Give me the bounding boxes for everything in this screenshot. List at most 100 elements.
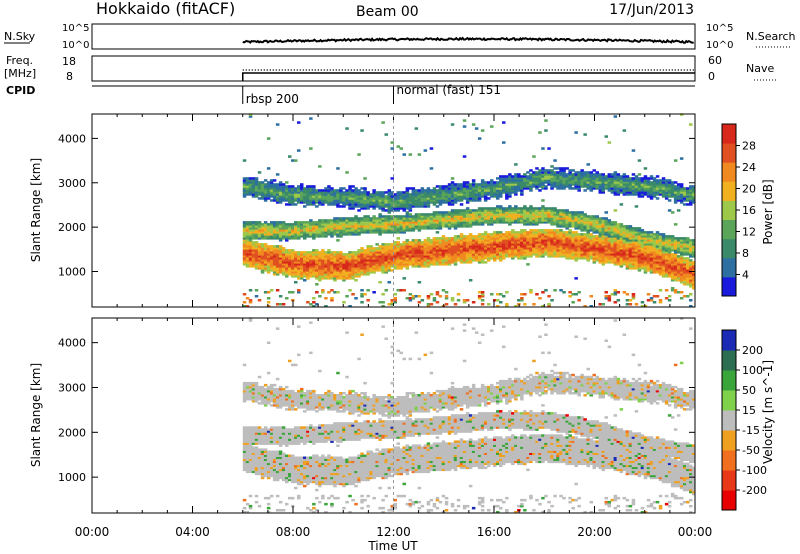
power-cell	[574, 227, 578, 230]
power-cell	[414, 191, 419, 194]
power-cell	[511, 179, 515, 182]
power-cell	[300, 277, 304, 280]
power-cell	[625, 247, 630, 250]
power-cell	[468, 199, 473, 202]
power-cell	[661, 191, 666, 194]
power-cell	[520, 237, 524, 240]
power-cell	[580, 225, 584, 228]
power-cell	[670, 181, 675, 184]
power-cell	[327, 203, 331, 206]
power-cell	[601, 231, 605, 234]
power-cell	[411, 205, 416, 208]
nsearch-label: N.Search	[746, 30, 796, 43]
power-cell	[568, 257, 572, 260]
power-cell	[517, 183, 521, 186]
power-cell	[432, 299, 437, 302]
power-cell	[547, 231, 551, 234]
power-cell	[586, 233, 590, 236]
power-cell	[592, 183, 596, 186]
power-cell	[616, 239, 621, 242]
power-cell	[291, 249, 295, 252]
power-cell	[568, 241, 572, 244]
power-cell	[396, 263, 400, 266]
power-cell	[526, 181, 530, 184]
power-cell	[652, 179, 657, 182]
power-cell	[378, 263, 382, 266]
power-cell	[450, 259, 455, 262]
power-cell	[526, 177, 530, 180]
power-cell	[474, 187, 479, 190]
power-cell	[568, 231, 572, 234]
power-cell	[405, 217, 410, 220]
power-cell	[312, 193, 316, 196]
power-cell	[637, 265, 642, 268]
power-cell	[652, 257, 657, 260]
power-cell	[363, 263, 367, 266]
power-cell	[393, 205, 397, 208]
power-cell	[634, 187, 639, 190]
power-cell	[257, 259, 262, 262]
power-cell	[257, 187, 262, 190]
power-cell	[607, 229, 612, 232]
power-cell	[628, 187, 633, 190]
power-cell	[405, 255, 410, 258]
power-cell	[330, 271, 334, 274]
power-cell	[568, 229, 572, 232]
power-cell	[291, 259, 295, 262]
power-cell	[529, 235, 533, 238]
power-cell	[520, 235, 524, 238]
power-cell	[378, 245, 382, 248]
power-cell	[387, 207, 391, 210]
power-cell	[520, 217, 524, 220]
power-cell	[275, 221, 280, 224]
power-cell	[643, 189, 648, 192]
power-cell	[345, 295, 349, 298]
power-cell	[275, 123, 280, 126]
power-cell	[619, 189, 624, 192]
power-cell	[480, 291, 485, 294]
power-cell	[673, 269, 678, 272]
power-cell	[577, 291, 581, 294]
power-cell	[477, 237, 482, 240]
power-cell	[294, 265, 298, 268]
power-cell	[465, 237, 470, 240]
power-cell	[360, 207, 364, 210]
power-cell	[345, 203, 349, 206]
power-cell	[396, 265, 400, 268]
power-cell	[568, 183, 572, 186]
power-cell	[459, 209, 464, 212]
power-cell	[309, 189, 313, 192]
power-cell	[245, 255, 250, 258]
power-cell	[399, 201, 403, 204]
power-cell	[351, 199, 355, 202]
power-cell	[369, 231, 373, 234]
power-cell	[375, 227, 379, 230]
power-cell	[248, 243, 253, 246]
power-cell	[616, 223, 621, 226]
power-cell	[517, 235, 521, 238]
power-cell	[414, 241, 419, 244]
power-cell	[291, 225, 295, 228]
power-cell	[396, 203, 400, 206]
power-cell	[631, 241, 636, 244]
power-cell	[586, 237, 590, 240]
power-cell	[628, 241, 633, 244]
power-cell	[544, 237, 548, 240]
power-cell	[339, 231, 343, 234]
power-cell	[607, 227, 612, 230]
power-cell	[652, 259, 657, 262]
power-cell	[354, 215, 358, 218]
power-cell	[336, 231, 340, 234]
power-cell	[324, 259, 328, 262]
power-cell	[634, 303, 639, 306]
power-cell	[444, 297, 449, 300]
power-cell	[613, 221, 618, 224]
power-cell	[363, 197, 367, 200]
power-cell	[275, 249, 280, 252]
power-cell	[260, 235, 265, 238]
power-cell	[306, 271, 310, 274]
power-cell	[670, 191, 675, 194]
power-cell	[598, 253, 602, 256]
power-cell	[327, 221, 331, 224]
power-cell	[520, 245, 524, 248]
